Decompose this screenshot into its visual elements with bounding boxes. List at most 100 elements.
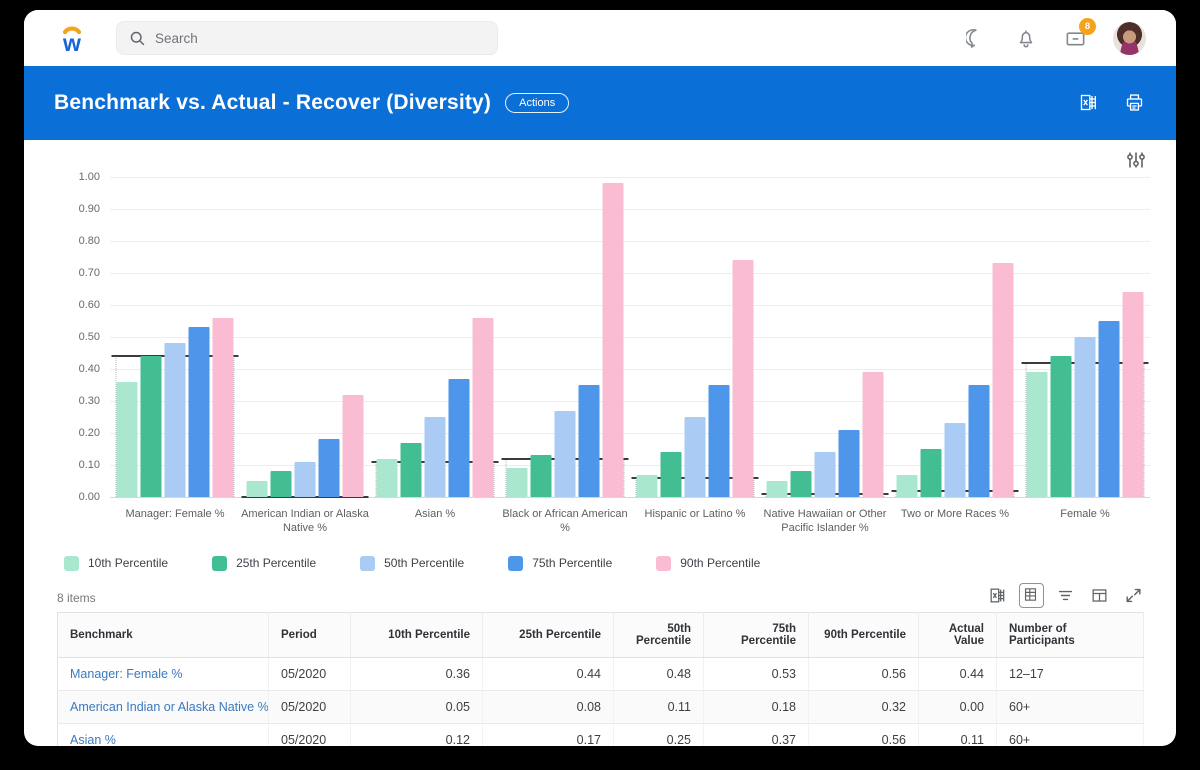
column-header[interactable]: Period bbox=[268, 612, 351, 658]
page-title: Benchmark vs. Actual - Recover (Diversit… bbox=[54, 91, 492, 114]
bar[interactable] bbox=[140, 356, 162, 497]
inbox-icon[interactable]: 8 bbox=[1064, 18, 1096, 49]
bar[interactable] bbox=[164, 343, 186, 497]
bar[interactable] bbox=[376, 458, 398, 497]
chat-icon[interactable] bbox=[966, 27, 988, 49]
search-bar[interactable] bbox=[116, 21, 498, 55]
y-axis-tick-label: 0.30 bbox=[78, 394, 100, 407]
table-section: 8 items bbox=[24, 582, 1176, 746]
table-row: American Indian or Alaska Native % 05/202… bbox=[57, 690, 1144, 724]
bar-group bbox=[1020, 177, 1150, 497]
bar[interactable] bbox=[1122, 292, 1144, 497]
benchmark-link[interactable]: American Indian or Alaska Native % bbox=[57, 690, 269, 724]
chart-settings-sliders-icon[interactable] bbox=[1126, 150, 1146, 170]
export-excel-icon[interactable] bbox=[1078, 92, 1100, 114]
category-label: Manager: Female % bbox=[125, 508, 225, 520]
expand-fullscreen-icon[interactable] bbox=[1124, 586, 1143, 605]
benchmark-link[interactable]: Asian % bbox=[57, 723, 269, 746]
legend-swatch bbox=[508, 555, 524, 571]
column-header[interactable]: Actual Value bbox=[918, 612, 997, 658]
bar-group bbox=[500, 177, 630, 497]
bar[interactable] bbox=[814, 452, 836, 497]
bar[interactable] bbox=[790, 471, 812, 497]
column-header[interactable]: Benchmark bbox=[57, 612, 269, 658]
bar[interactable] bbox=[992, 263, 1014, 497]
table-cell: 0.48 bbox=[613, 657, 704, 691]
y-axis-tick-label: 0.10 bbox=[78, 458, 100, 471]
gridline bbox=[110, 369, 1150, 370]
column-header[interactable]: 25th Percentile bbox=[482, 612, 614, 658]
grid-view-icon[interactable] bbox=[1019, 582, 1044, 608]
table-cell: 0.25 bbox=[613, 723, 704, 746]
bar[interactable] bbox=[400, 442, 422, 497]
chart-section: 1.00 0.90 0.80 0.70 0.60 0.50 0.40 0.30 0.20 0.10… bbox=[24, 140, 1176, 571]
bar[interactable] bbox=[294, 461, 316, 497]
column-header[interactable]: 50th Percentile bbox=[613, 612, 704, 658]
bar[interactable] bbox=[506, 468, 528, 497]
bar[interactable] bbox=[342, 394, 364, 497]
bar-group bbox=[370, 177, 500, 497]
gridline bbox=[110, 209, 1150, 210]
filter-icon[interactable] bbox=[1056, 586, 1075, 605]
column-settings-icon[interactable] bbox=[1090, 586, 1109, 605]
bar[interactable] bbox=[944, 423, 966, 497]
bar[interactable] bbox=[318, 439, 340, 497]
legend-item: 90th Percentile bbox=[656, 555, 760, 571]
search-input[interactable] bbox=[155, 30, 485, 46]
bar[interactable] bbox=[1050, 356, 1072, 497]
chart-legend: 10th Percentile 25th Percentile 50th Perce… bbox=[64, 555, 1176, 571]
bar[interactable] bbox=[920, 449, 942, 497]
bar[interactable] bbox=[530, 455, 552, 497]
notifications-bell-icon[interactable] bbox=[1015, 27, 1037, 49]
bar[interactable] bbox=[578, 385, 600, 497]
column-header[interactable]: 90th Percentile bbox=[808, 612, 919, 658]
bar[interactable] bbox=[554, 410, 576, 497]
y-axis-tick-label: 0.60 bbox=[78, 298, 100, 311]
bar-group bbox=[890, 177, 1020, 497]
bar[interactable] bbox=[602, 183, 624, 497]
bar[interactable] bbox=[838, 429, 860, 497]
table-row: Manager: Female % 05/2020 0.36 0.44 0.48 0.53… bbox=[57, 657, 1144, 691]
column-header[interactable]: Number of Participants bbox=[996, 612, 1144, 658]
workday-logo[interactable]: w bbox=[54, 21, 90, 55]
table-cell: 0.56 bbox=[808, 657, 919, 691]
svg-text:w: w bbox=[62, 30, 81, 55]
bar[interactable] bbox=[660, 452, 682, 497]
print-icon[interactable] bbox=[1124, 92, 1146, 114]
bar[interactable] bbox=[1074, 337, 1096, 497]
gridline bbox=[110, 401, 1150, 402]
bar[interactable] bbox=[1026, 372, 1048, 497]
profile-avatar[interactable] bbox=[1113, 21, 1146, 55]
app-window: w bbox=[24, 10, 1176, 746]
bar[interactable] bbox=[188, 327, 210, 497]
bar[interactable] bbox=[862, 372, 884, 497]
bar[interactable] bbox=[424, 417, 446, 497]
legend-item: 75th Percentile bbox=[508, 555, 613, 571]
table-export-excel-icon[interactable] bbox=[988, 586, 1007, 605]
bar[interactable] bbox=[636, 474, 658, 497]
table-cell: 05/2020 bbox=[268, 657, 351, 691]
bar[interactable] bbox=[896, 474, 918, 497]
legend-label: 75th Percentile bbox=[532, 556, 613, 571]
bar-group bbox=[110, 177, 240, 497]
benchmark-link[interactable]: Manager: Female % bbox=[57, 657, 269, 691]
bar[interactable] bbox=[270, 471, 292, 497]
bar[interactable] bbox=[472, 317, 494, 497]
table-cell: 0.08 bbox=[482, 690, 614, 724]
bar[interactable] bbox=[212, 317, 234, 497]
column-header[interactable]: 10th Percentile bbox=[350, 612, 483, 658]
bar[interactable] bbox=[116, 381, 138, 497]
bar[interactable] bbox=[732, 260, 754, 497]
actions-button[interactable]: Actions bbox=[505, 93, 570, 113]
column-header[interactable]: 75th Percentile bbox=[703, 612, 809, 658]
table-cell: 0.36 bbox=[350, 657, 483, 691]
bar[interactable] bbox=[684, 417, 706, 497]
bar[interactable] bbox=[1098, 321, 1120, 497]
page-header: Benchmark vs. Actual - Recover (Diversit… bbox=[24, 66, 1176, 140]
bar[interactable] bbox=[708, 385, 730, 497]
bar[interactable] bbox=[246, 481, 268, 497]
bar[interactable] bbox=[448, 378, 470, 497]
table-cell: 0.11 bbox=[613, 690, 704, 724]
bar[interactable] bbox=[766, 481, 788, 497]
bar[interactable] bbox=[968, 385, 990, 497]
